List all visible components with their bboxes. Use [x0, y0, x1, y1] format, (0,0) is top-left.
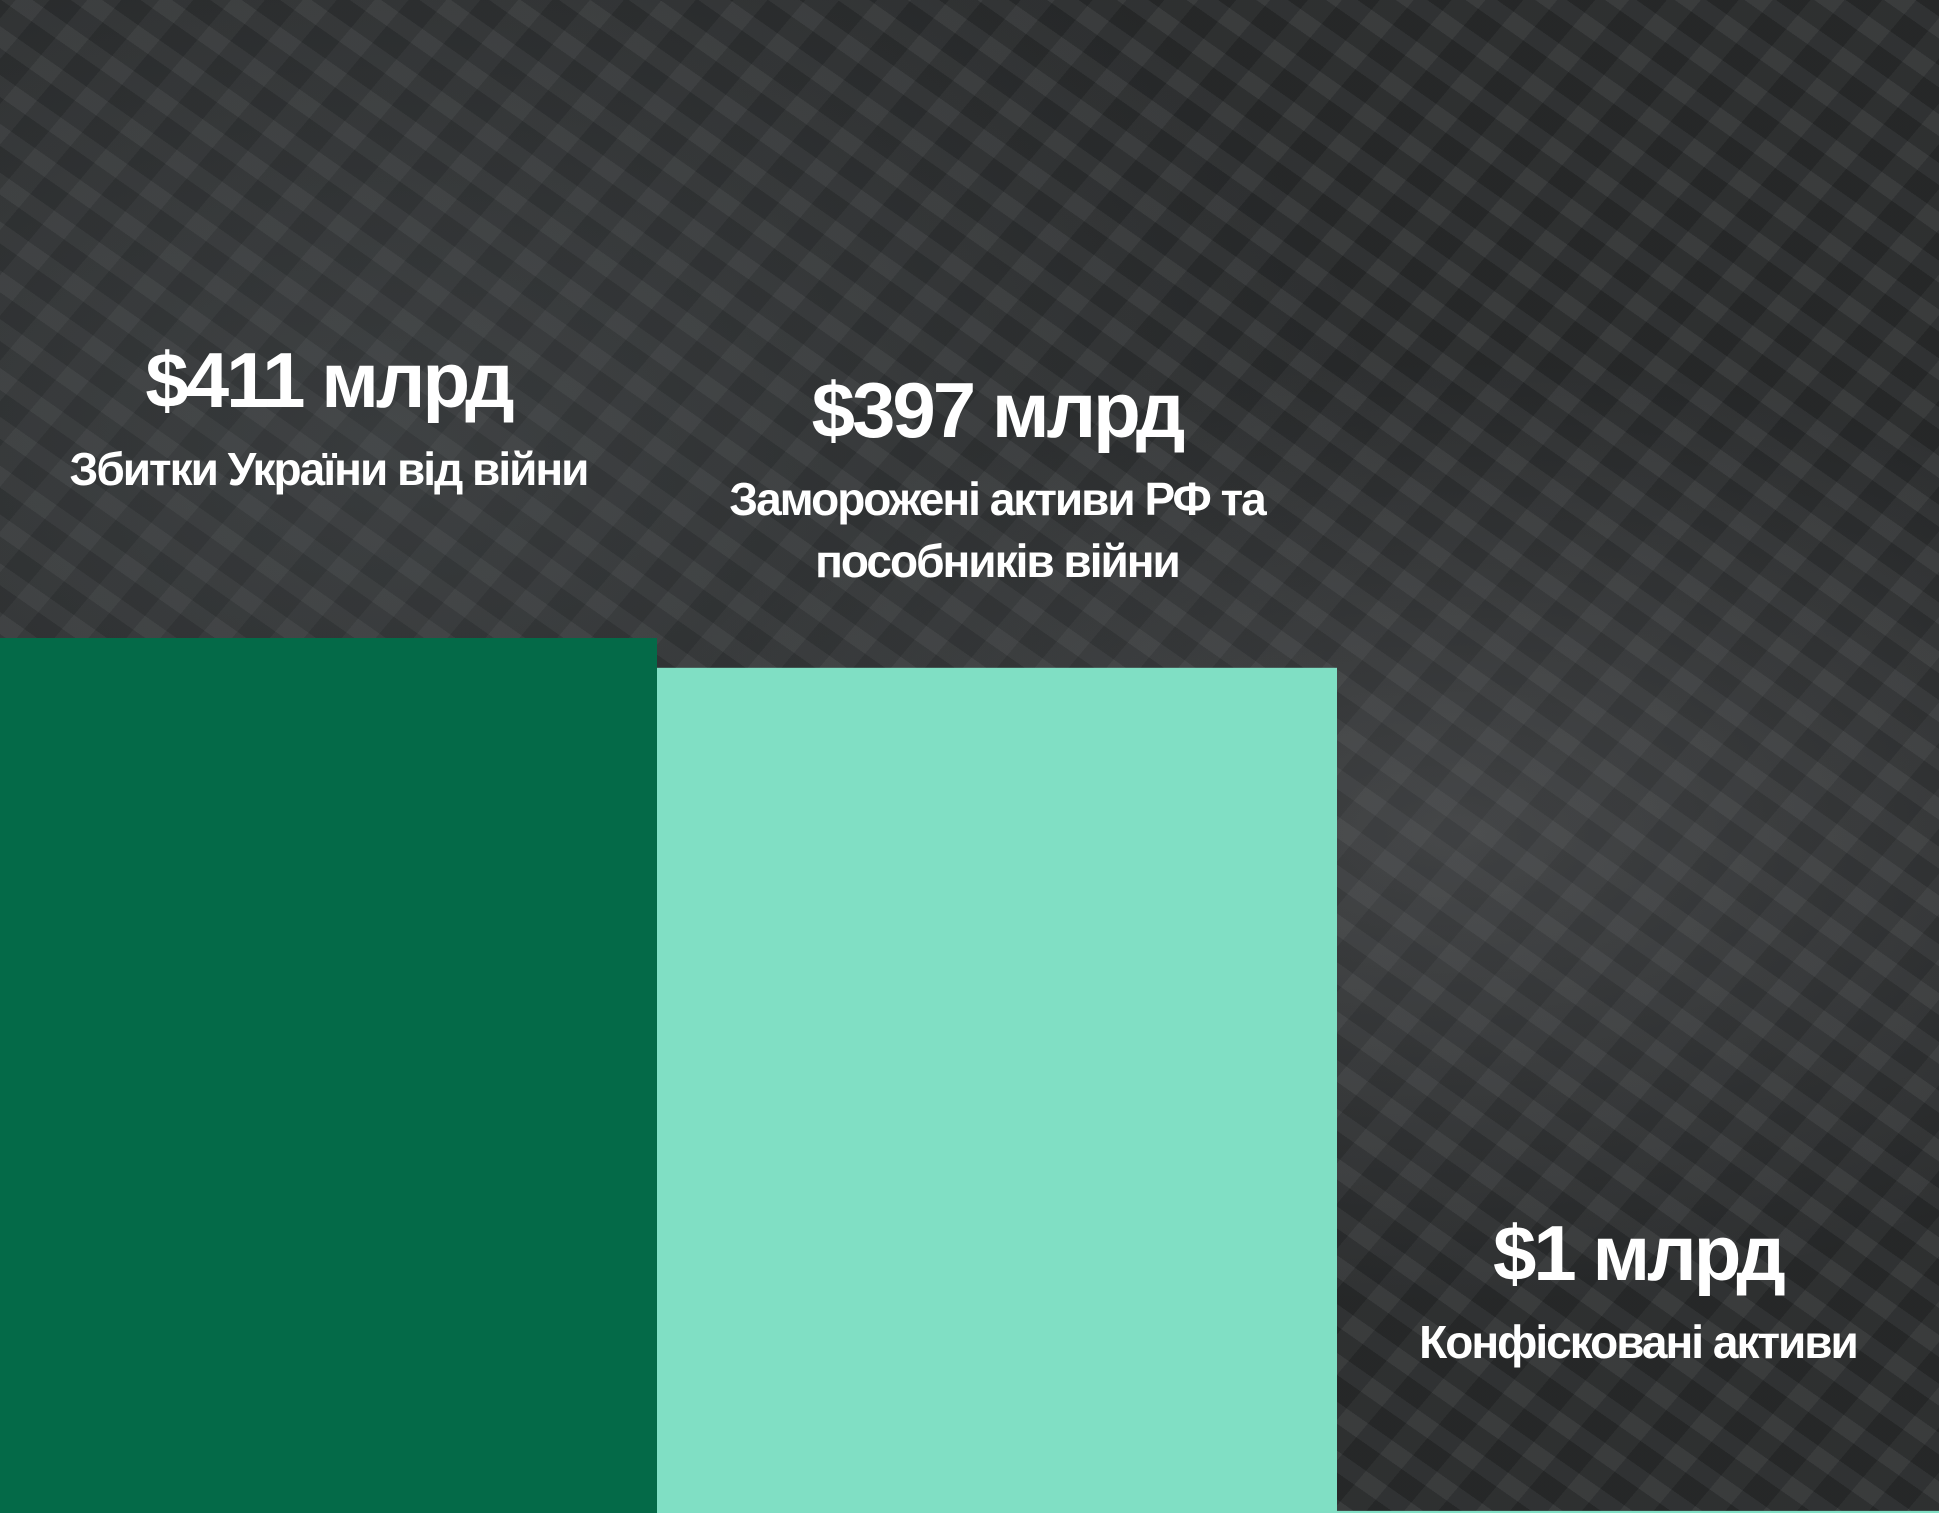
bar-label: $411 млрд Збитки України від війни [69, 336, 590, 500]
value-label: $411 млрд [145, 336, 514, 424]
bar [0, 638, 657, 1513]
bar-label: $397 млрд Заморожені активи РФ та пособни… [717, 365, 1277, 592]
category-label: Збитки України від війни [69, 442, 590, 495]
category-label: Конфісковані активи [1419, 1315, 1859, 1368]
bar [1337, 1510, 1939, 1513]
value-label: $397 млрд [811, 365, 1186, 454]
bar-label: $1 млрд Конфісковані активи [1338, 1208, 1938, 1373]
bar [657, 667, 1337, 1513]
value-label: $1 млрд [1493, 1208, 1786, 1297]
category-label: Заморожені активи РФ та пособників війни [729, 472, 1266, 587]
